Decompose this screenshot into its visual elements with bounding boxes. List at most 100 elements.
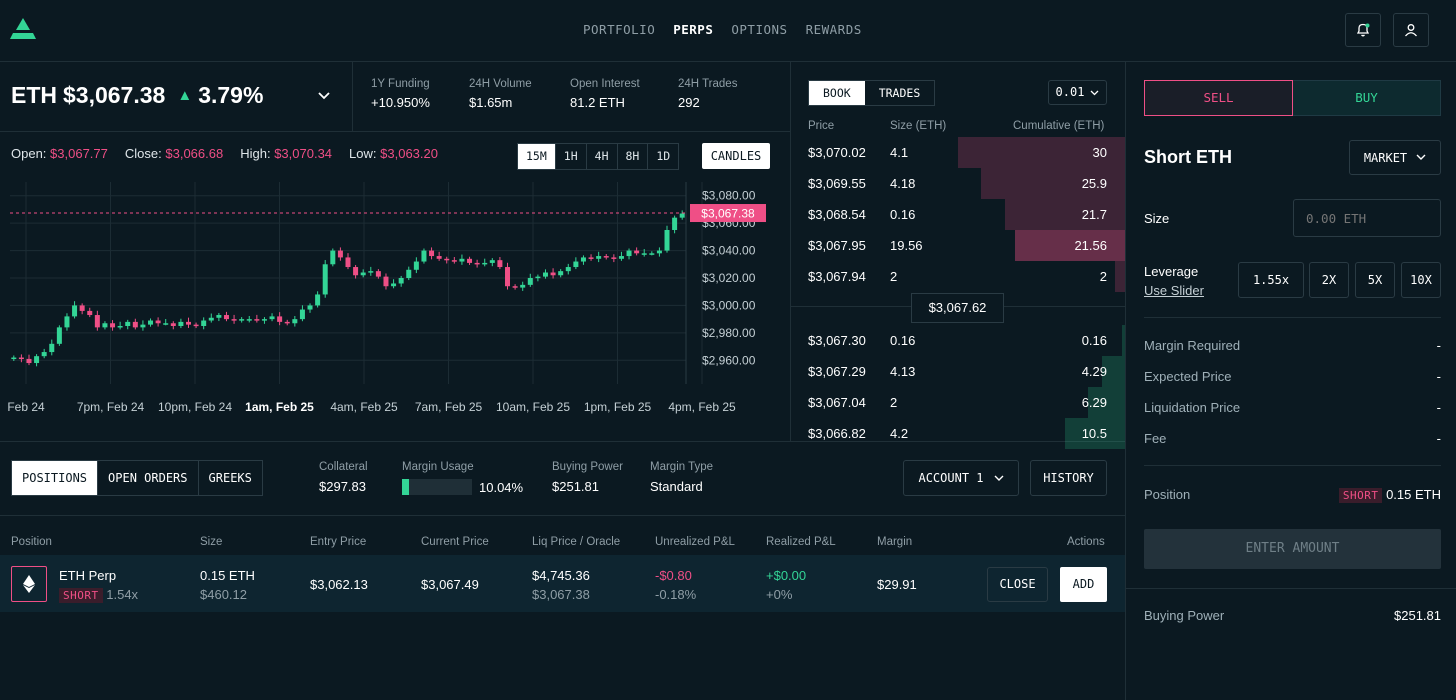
- aevo-logo-icon[interactable]: [10, 16, 36, 40]
- ohlc-high: High: $3,070.34: [240, 146, 332, 161]
- ask-row[interactable]: $3,067.94 2 2: [791, 261, 1125, 292]
- candle-body: [603, 256, 609, 258]
- history-button[interactable]: HISTORY: [1030, 460, 1107, 496]
- x-tick-label: 1am, Feb 25: [245, 400, 314, 414]
- nav-perps[interactable]: PERPS: [673, 22, 714, 37]
- market-ticker[interactable]: ETH $3,067.38 ▲ 3.79%: [11, 82, 263, 109]
- leverage-option-10x[interactable]: 10X: [1401, 262, 1441, 298]
- stat-label: 24H Trades: [678, 78, 738, 90]
- divider: [1126, 588, 1456, 589]
- enter-amount-button[interactable]: ENTER AMOUNT: [1144, 529, 1441, 569]
- candle-body: [337, 250, 343, 258]
- candle-body: [79, 305, 85, 311]
- position-margin: $29.91: [877, 577, 917, 592]
- stat-value: Standard: [650, 479, 703, 494]
- order-price: $3,069.55: [808, 176, 866, 191]
- candle-body: [110, 323, 116, 328]
- candle-body: [474, 262, 480, 265]
- ask-row[interactable]: $3,069.55 4.18 25.9: [791, 168, 1125, 199]
- y-tick-label: $3,000.00: [702, 298, 756, 312]
- use-slider-link[interactable]: Use Slider: [1144, 283, 1204, 298]
- ohlc-label: Open:: [11, 146, 47, 161]
- size-input[interactable]: [1293, 199, 1441, 237]
- order-cumulative: 0.16: [1081, 333, 1107, 348]
- divider: [790, 62, 791, 442]
- leverage-option-current[interactable]: 1.55x: [1238, 262, 1304, 298]
- orderbook-mid-price: $3,067.62: [911, 293, 1004, 323]
- candle-body: [163, 323, 169, 325]
- buy-button[interactable]: BUY: [1293, 80, 1441, 116]
- bid-row[interactable]: $3,067.30 0.16 0.16: [791, 325, 1125, 356]
- account-select[interactable]: ACCOUNT 1: [903, 460, 1019, 496]
- stat-trades: 24H Trades 292: [678, 78, 737, 110]
- depth-bar: [1004, 199, 1125, 230]
- bid-row[interactable]: $3,067.29 4.13 4.29: [791, 356, 1125, 387]
- sell-button[interactable]: SELL: [1144, 80, 1293, 116]
- candle-body: [489, 260, 495, 263]
- row-label: Fee: [1144, 431, 1167, 446]
- timeframe-4h[interactable]: 4H: [585, 144, 617, 169]
- x-tick-label: 7pm, Feb 24: [77, 400, 145, 414]
- col-position: Position: [11, 536, 52, 548]
- order-type-value: MARKET: [1363, 150, 1408, 165]
- tick-size-select[interactable]: 0.01: [1048, 80, 1107, 105]
- depth-bar: [1014, 230, 1125, 261]
- order-price: $3,066.82: [808, 426, 866, 441]
- table-row[interactable]: ETH Perp SHORT 1.54x 0.15 ETH $460.12 $3…: [0, 555, 1125, 612]
- candle-body: [679, 213, 685, 218]
- timeframe-8h[interactable]: 8H: [616, 144, 648, 169]
- realized-pnl-pct: +0%: [766, 587, 793, 602]
- candle-body: [565, 267, 571, 272]
- timeframe-1h[interactable]: 1H: [554, 144, 586, 169]
- account-button[interactable]: [1393, 13, 1429, 47]
- stat-label: 24H Volume: [469, 78, 532, 90]
- leverage-option-2x[interactable]: 2X: [1309, 262, 1349, 298]
- tab-open-orders[interactable]: OPEN ORDERS: [97, 461, 197, 495]
- add-margin-button[interactable]: ADD: [1060, 567, 1107, 602]
- nav-links: PORTFOLIO PERPS OPTIONS REWARDS: [583, 22, 862, 37]
- timeframe-1d[interactable]: 1D: [647, 144, 678, 169]
- tab-book[interactable]: BOOK: [809, 81, 865, 105]
- short-badge: SHORT: [59, 588, 103, 603]
- stat-label: Buying Power: [552, 461, 623, 473]
- price-chart[interactable]: $3,080.00$3,060.00$3,040.00$3,020.00$3,0…: [0, 178, 790, 420]
- order-cumulative: 10.5: [1081, 426, 1107, 441]
- candle-body: [216, 315, 222, 318]
- order-type-select[interactable]: MARKET: [1349, 140, 1441, 175]
- tab-trades[interactable]: TRADES: [878, 86, 921, 100]
- bid-row[interactable]: $3,066.82 4.2 10.5: [791, 418, 1125, 449]
- candle-body: [398, 278, 404, 284]
- candle-body: [18, 357, 24, 360]
- position-name: ETH Perp: [59, 568, 117, 583]
- candle-body: [125, 321, 131, 326]
- ask-row[interactable]: $3,070.02 4.1 30: [791, 137, 1125, 168]
- nav-portfolio[interactable]: PORTFOLIO: [583, 22, 656, 37]
- col-unrealized-pnl: Unrealized P&L: [655, 536, 735, 548]
- chevron-down-icon[interactable]: [317, 90, 331, 102]
- nav-options[interactable]: OPTIONS: [731, 22, 788, 37]
- oracle-price: $3,067.38: [532, 587, 590, 602]
- tab-greeks[interactable]: GREEKS: [197, 461, 262, 495]
- candles-button[interactable]: CANDLES: [702, 143, 770, 169]
- nav-rewards[interactable]: REWARDS: [805, 22, 862, 37]
- ask-row[interactable]: $3,067.95 19.56 21.56: [791, 230, 1125, 261]
- order-cumulative: 2: [1099, 269, 1107, 284]
- candle-body: [72, 305, 78, 317]
- notifications-button[interactable]: [1345, 13, 1381, 47]
- leverage-label: Leverage: [1144, 264, 1199, 279]
- candle-body: [482, 262, 488, 265]
- tab-positions[interactable]: POSITIONS: [12, 461, 98, 495]
- leverage-option-5x[interactable]: 5X: [1355, 262, 1395, 298]
- depth-bar: [1121, 325, 1125, 356]
- depth-bar: [1064, 418, 1125, 449]
- timeframe-selector: 15M 1H 4H 8H 1D: [517, 143, 680, 170]
- ohlc-readout: Open: $3,067.77 Close: $3,066.68 High: $…: [11, 146, 438, 161]
- y-tick-label: $3,020.00: [702, 271, 756, 285]
- timeframe-15m[interactable]: 15M: [518, 144, 555, 169]
- y-tick-label: $3,040.00: [702, 244, 756, 258]
- realized-pnl: +$0.00: [766, 568, 807, 583]
- close-position-button[interactable]: CLOSE: [987, 567, 1048, 602]
- bid-row[interactable]: $3,067.04 2 6.29: [791, 387, 1125, 418]
- candle-body: [520, 284, 526, 288]
- ask-row[interactable]: $3,068.54 0.16 21.7: [791, 199, 1125, 230]
